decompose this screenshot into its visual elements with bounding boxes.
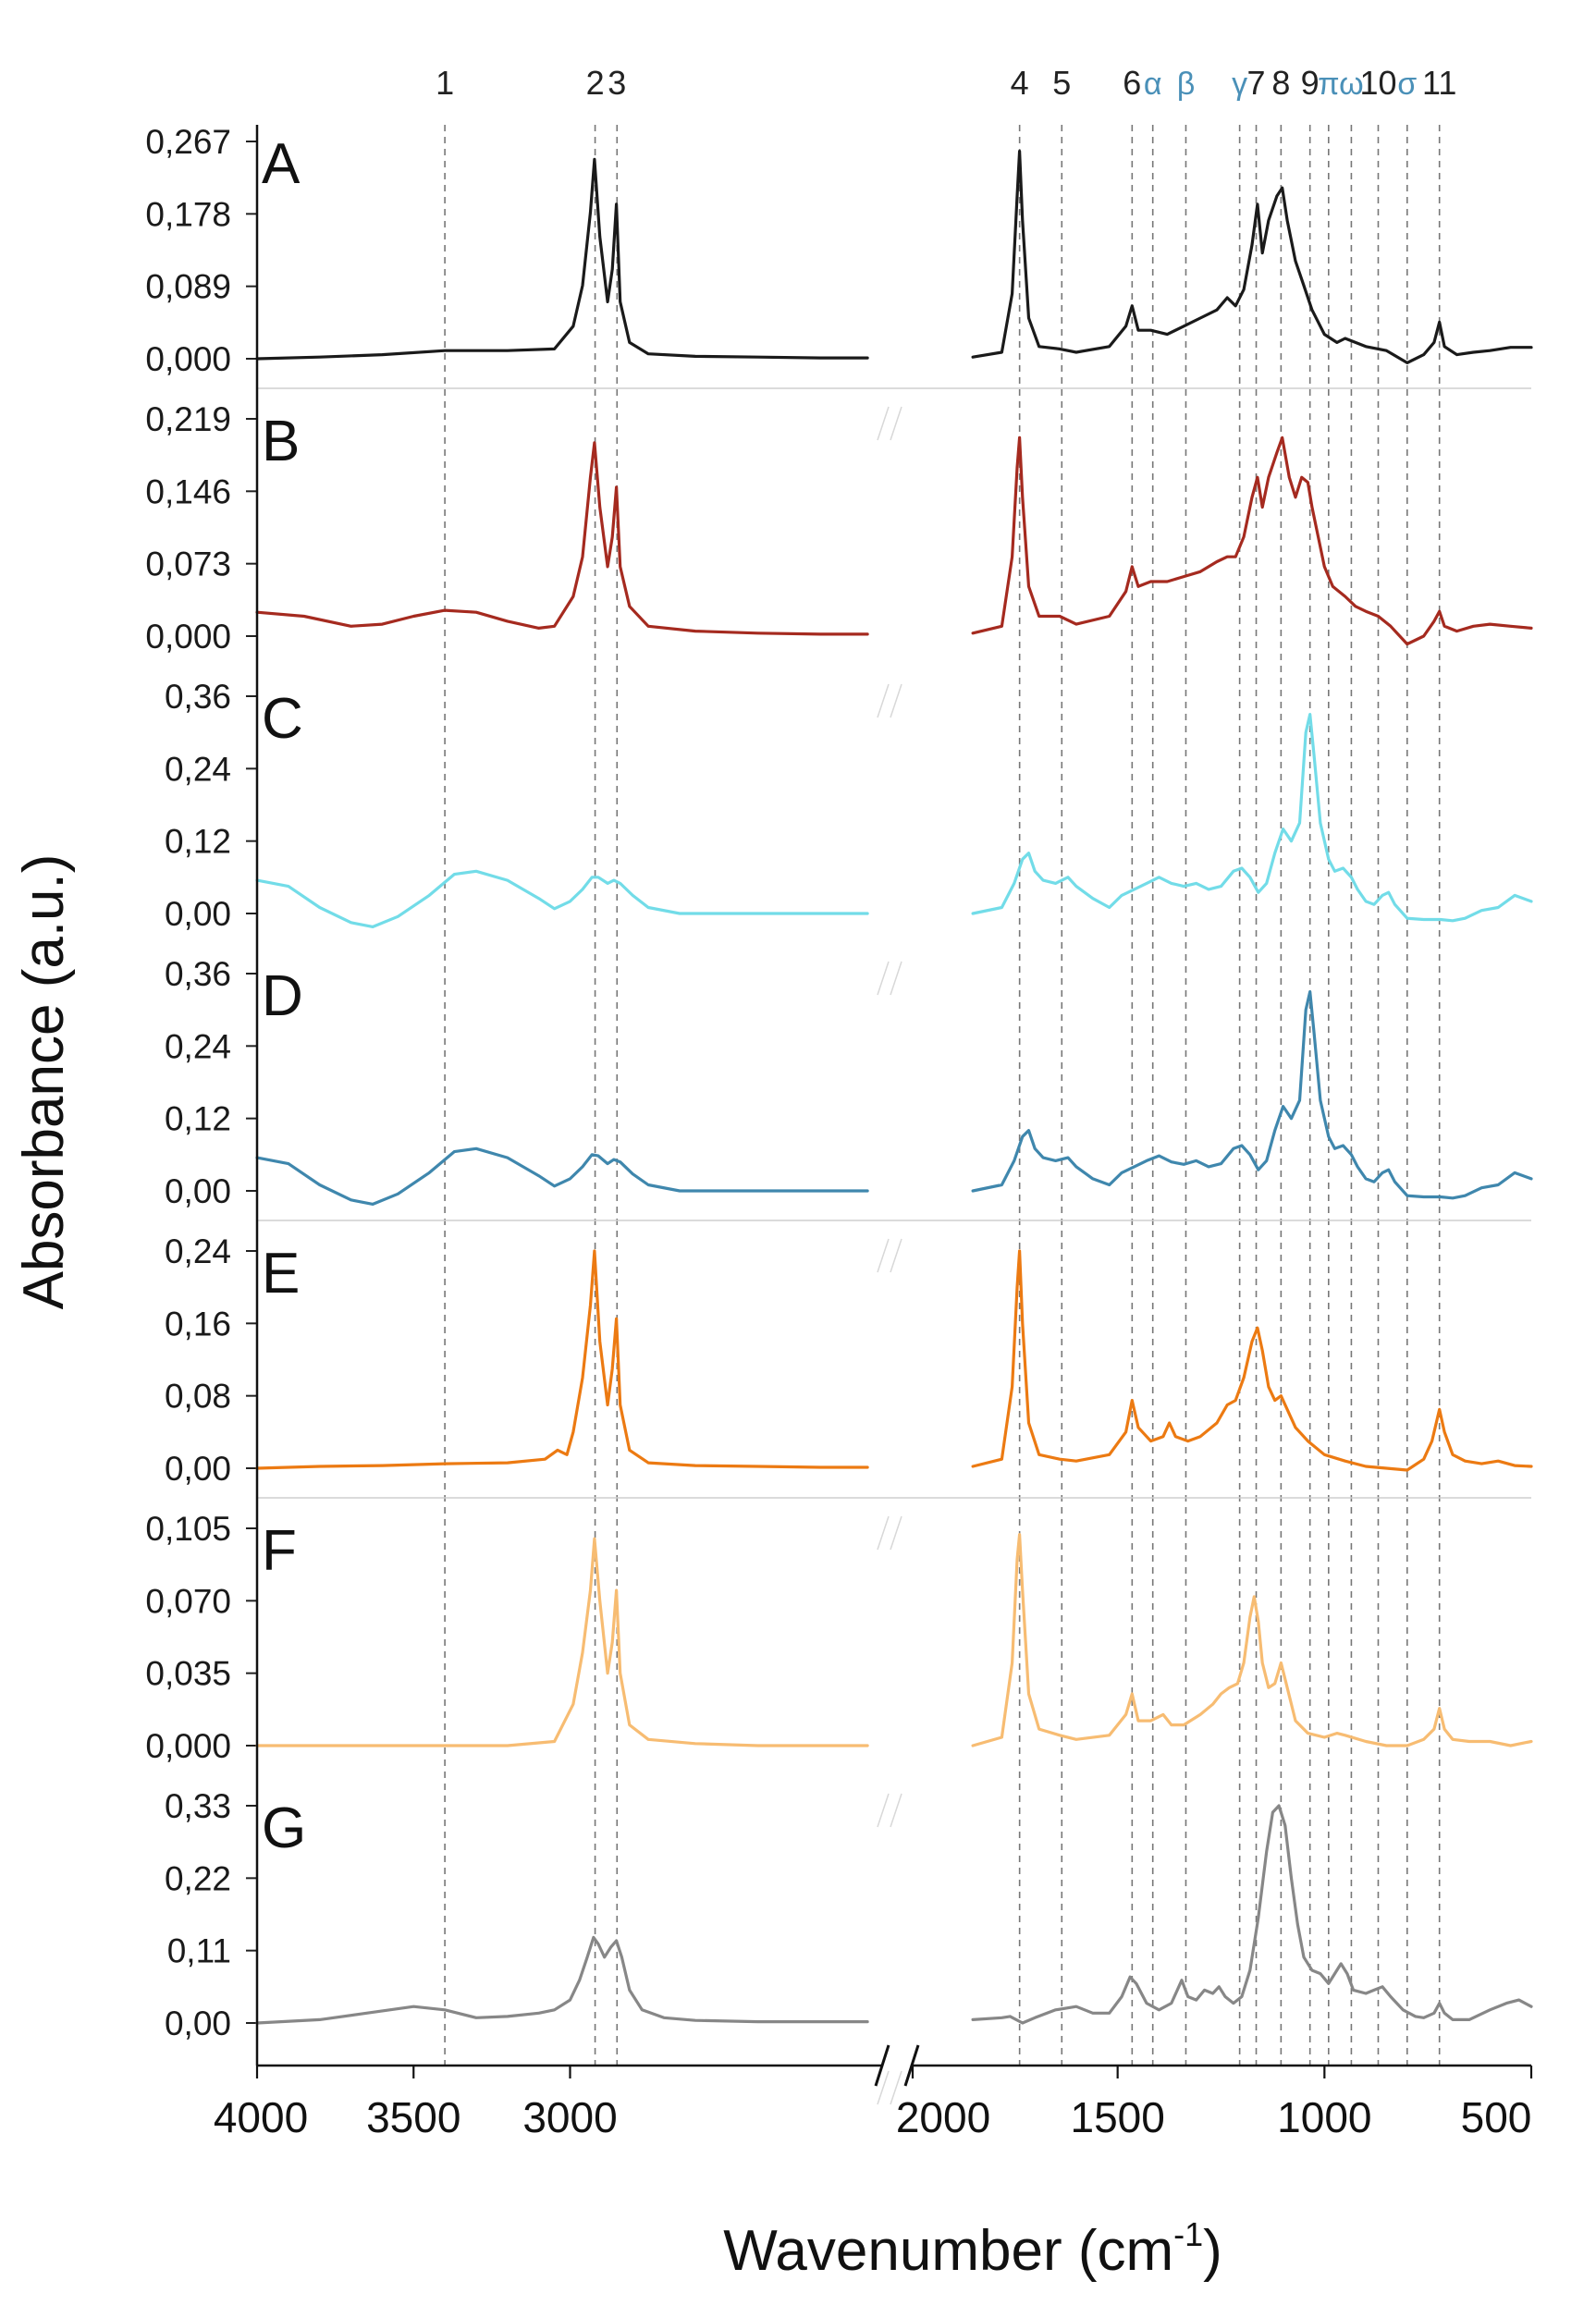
panel-G-break-slash-2 xyxy=(890,2070,902,2105)
x-axis-break-slash-1 xyxy=(874,2044,890,2087)
panel-F-ytick-label-2: 0,035 xyxy=(145,1655,231,1693)
spectrum-A-segment-high xyxy=(255,157,869,361)
x-axis-label: Wavenumber (cm-1) xyxy=(723,2215,1222,2283)
panel-A-ytick-label-3: 0,000 xyxy=(145,340,231,378)
panel-D-ytick-label-3: 0,00 xyxy=(165,1172,231,1210)
panel-B-ytick-label-3: 0,000 xyxy=(145,618,231,656)
band-marker-label-1: 2 xyxy=(586,64,605,102)
panel-B-break-slash-2 xyxy=(890,683,902,718)
panel-letter-A: A xyxy=(262,132,301,196)
band-marker-label-11: 9 xyxy=(1301,64,1320,102)
panel-A-ytick-label-2: 0,089 xyxy=(145,268,231,306)
panel-F-ytick-label-0: 0,105 xyxy=(145,1510,231,1548)
panel-E-ytick-label-2: 0,08 xyxy=(165,1378,231,1416)
band-marker-label-15: σ xyxy=(1397,67,1417,102)
spectrum-D-segment-low xyxy=(971,990,1533,1200)
spectrum-A-segment-low xyxy=(971,150,1533,364)
band-marker-label-14: 10 xyxy=(1359,64,1396,102)
panel-G-ytick-label-3: 0,00 xyxy=(165,2005,231,2042)
x-tick-label-3: 2000 xyxy=(896,2093,990,2141)
band-marker-label-10: 8 xyxy=(1271,64,1290,102)
panel-A-ytick-label-0: 0,267 xyxy=(145,123,231,161)
panel-B-ytick-label-0: 0,219 xyxy=(145,400,231,438)
band-marker-label-8: γ xyxy=(1232,67,1247,102)
y-axis-label: Absorbance (a.u.) xyxy=(12,854,76,1310)
band-marker-label-0: 1 xyxy=(436,64,454,102)
panel-E-ytick-label-1: 0,16 xyxy=(165,1305,231,1343)
panel-letter-B: B xyxy=(262,410,300,473)
x-tick-label-1: 3500 xyxy=(366,2093,460,2141)
panel-B-ytick-label-1: 0,146 xyxy=(145,472,231,510)
panel-D-ytick-label-0: 0,36 xyxy=(165,955,231,993)
spectrum-F-segment-low xyxy=(971,1533,1533,1747)
panel-E-break-slash-2 xyxy=(890,1515,902,1551)
panel-F-ytick-label-3: 0,000 xyxy=(145,1727,231,1765)
x-axis-label-main: Wavenumber (cm xyxy=(723,2219,1173,2283)
panel-letter-C: C xyxy=(262,687,303,751)
spectrum-E-segment-high xyxy=(255,1249,869,1470)
panel-A-break-slash-2 xyxy=(890,406,902,441)
x-tick-label-0: 4000 xyxy=(214,2093,308,2141)
spectrum-E-segment-low xyxy=(971,1249,1533,1472)
band-marker-label-2: 3 xyxy=(608,64,626,102)
band-marker-label-3: 4 xyxy=(1011,64,1029,102)
panel-F-break-slash-2 xyxy=(890,1793,902,1828)
spectrum-F-segment-high xyxy=(255,1537,869,1747)
panel-C-ytick-label-0: 0,36 xyxy=(165,678,231,716)
panel-B-break-slash-1 xyxy=(877,683,890,718)
panel-C-ytick-label-3: 0,00 xyxy=(165,895,231,933)
panel-letter-F: F xyxy=(262,1519,297,1583)
band-marker-label-6: α xyxy=(1144,67,1162,102)
x-tick-label-6: 500 xyxy=(1461,2093,1532,2141)
x-axis-label-close: ) xyxy=(1203,2219,1222,2283)
panel-B-ytick-label-2: 0,073 xyxy=(145,546,231,583)
panel-D-ytick-label-1: 0,24 xyxy=(165,1027,231,1065)
band-marker-label-7: β xyxy=(1177,67,1196,102)
band-marker-label-9: 7 xyxy=(1247,64,1266,102)
panel-G-break-slash-1 xyxy=(877,2070,890,2105)
spectrum-C-segment-low xyxy=(971,713,1533,923)
panel-G-ytick-label-0: 0,33 xyxy=(165,1787,231,1825)
band-marker-label-12: π xyxy=(1318,67,1339,102)
panel-F-ytick-label-1: 0,070 xyxy=(145,1582,231,1620)
panel-D-break-slash-1 xyxy=(877,1238,890,1273)
panel-E-ytick-label-0: 0,24 xyxy=(165,1232,231,1270)
x-axis-label-superscript: -1 xyxy=(1173,2215,1203,2253)
spectrum-D-segment-high xyxy=(255,1146,869,1206)
panel-letter-G: G xyxy=(262,1796,306,1860)
spectrum-C-segment-high xyxy=(255,869,869,928)
panel-A-break-slash-1 xyxy=(877,406,890,441)
panel-E-break-slash-1 xyxy=(877,1515,890,1551)
band-marker-label-4: 5 xyxy=(1052,64,1071,102)
panel-D-ytick-label-2: 0,12 xyxy=(165,1100,231,1138)
panel-letter-E: E xyxy=(262,1242,300,1306)
x-tick-label-2: 3000 xyxy=(522,2093,617,2141)
panel-G-ytick-label-1: 0,22 xyxy=(165,1859,231,1897)
spectrum-B-segment-high xyxy=(255,441,869,636)
panel-letter-D: D xyxy=(262,964,303,1028)
panel-G-ytick-label-2: 0,11 xyxy=(167,1932,231,1970)
panel-D-break-slash-2 xyxy=(890,1238,902,1273)
x-tick-label-5: 1000 xyxy=(1277,2093,1371,2141)
panel-E-ytick-label-3: 0,00 xyxy=(165,1450,231,1488)
spectrum-G-segment-low xyxy=(971,1804,1533,2025)
panel-C-break-slash-2 xyxy=(890,961,902,996)
panel-C-break-slash-1 xyxy=(877,961,890,996)
panel-C-ytick-label-2: 0,12 xyxy=(165,823,231,861)
band-marker-label-16: 11 xyxy=(1422,64,1456,102)
panel-C-ytick-label-1: 0,24 xyxy=(165,750,231,788)
x-tick-label-4: 1500 xyxy=(1070,2093,1164,2141)
spectrum-B-segment-low xyxy=(971,435,1533,646)
panel-A-ytick-label-1: 0,178 xyxy=(145,195,231,233)
spectrum-G-segment-high xyxy=(255,1935,869,2025)
panel-F-break-slash-1 xyxy=(877,1793,890,1828)
band-marker-label-5: 6 xyxy=(1123,64,1141,102)
band-marker-label-13: ω xyxy=(1339,67,1364,102)
